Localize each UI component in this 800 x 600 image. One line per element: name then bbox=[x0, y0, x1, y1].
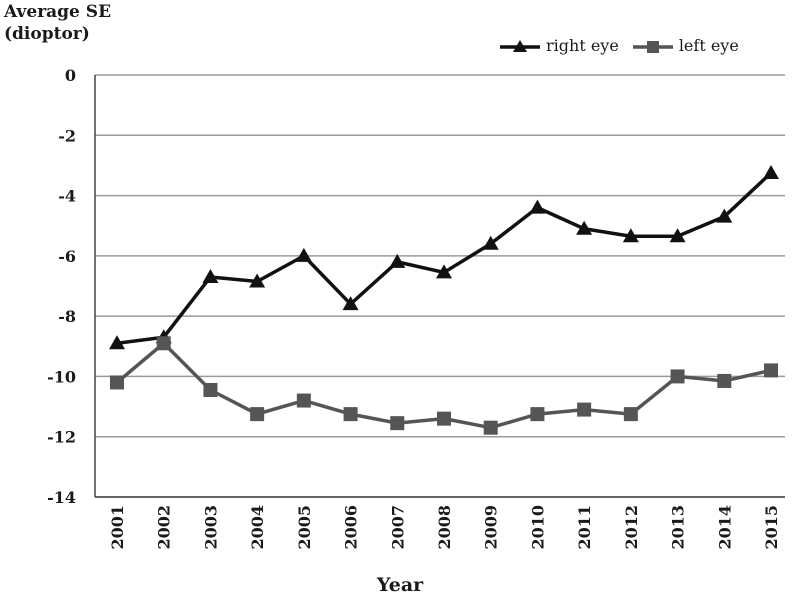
data-point-triangle bbox=[295, 247, 312, 262]
data-point-triangle bbox=[763, 164, 779, 179]
x-tick-label: 2005 bbox=[295, 505, 314, 550]
legend-item-left-eye: left eye bbox=[632, 36, 739, 55]
x-tick-label: 2009 bbox=[482, 505, 501, 550]
x-tick-label: 2011 bbox=[575, 505, 594, 550]
y-tick-label: -10 bbox=[47, 367, 76, 386]
data-point-triangle bbox=[529, 199, 546, 214]
data-point-square bbox=[483, 420, 498, 435]
x-tick-label: 2003 bbox=[201, 505, 220, 550]
data-point-triangle bbox=[576, 220, 593, 235]
x-tick-label: 2007 bbox=[388, 505, 407, 550]
data-point-triangle bbox=[249, 273, 266, 288]
data-point-triangle bbox=[436, 264, 452, 279]
data-point-square bbox=[623, 407, 638, 422]
y-tick-label: -4 bbox=[58, 187, 76, 206]
data-point-square bbox=[390, 416, 405, 431]
x-tick-label: 2001 bbox=[108, 505, 127, 550]
x-tick-label: 2015 bbox=[762, 505, 781, 550]
legend-triangle-marker-icon bbox=[500, 39, 540, 52]
data-point-triangle bbox=[622, 228, 639, 243]
chart-legend: right eye left eye bbox=[500, 36, 753, 55]
legend-label-left-eye: left eye bbox=[678, 36, 739, 55]
y-tick-label: 0 bbox=[65, 66, 76, 85]
data-point-square bbox=[156, 336, 171, 351]
legend-label-right-eye: right eye bbox=[546, 36, 619, 55]
x-tick-label: 2013 bbox=[669, 505, 688, 550]
data-point-triangle bbox=[202, 268, 219, 283]
data-point-square bbox=[296, 393, 311, 408]
y-tick-label: -14 bbox=[47, 488, 76, 507]
data-point-triangle bbox=[669, 228, 686, 243]
y-tick-label: -2 bbox=[58, 126, 76, 145]
y-tick-label: -12 bbox=[47, 428, 76, 447]
x-tick-label: 2002 bbox=[155, 505, 174, 550]
series-line-right-eye bbox=[116, 171, 773, 346]
y-axis-title-line-2: (dioptor) bbox=[4, 24, 90, 44]
legend-item-right-eye: right eye bbox=[500, 36, 619, 55]
x-tick-label: 2008 bbox=[435, 505, 454, 550]
y-tick-label: -6 bbox=[58, 247, 76, 266]
data-point-triangle bbox=[342, 296, 359, 311]
data-point-triangle bbox=[389, 253, 406, 268]
x-axis-title: Year bbox=[376, 574, 424, 596]
data-point-triangle bbox=[482, 235, 499, 250]
y-axis-title-line-1: Average SE bbox=[4, 2, 112, 22]
legend-square-marker-icon bbox=[632, 40, 673, 53]
x-tick-label: 2006 bbox=[342, 505, 361, 550]
x-tick-label: 2010 bbox=[528, 505, 547, 550]
y-tick-label: -8 bbox=[58, 307, 76, 326]
data-point-square bbox=[530, 407, 545, 422]
data-point-square bbox=[764, 363, 778, 378]
data-point-square bbox=[577, 402, 592, 417]
data-point-square bbox=[717, 373, 732, 388]
data-point-square bbox=[203, 382, 218, 397]
data-point-square bbox=[250, 407, 265, 422]
data-point-square bbox=[343, 407, 358, 422]
data-point-square bbox=[110, 375, 124, 390]
x-tick-label: 2004 bbox=[248, 505, 267, 550]
data-point-triangle bbox=[716, 208, 733, 223]
data-point-square bbox=[437, 411, 451, 426]
x-tick-label: 2012 bbox=[622, 505, 641, 550]
data-point-triangle bbox=[109, 335, 125, 350]
data-point-square bbox=[670, 369, 685, 384]
x-tick-label: 2014 bbox=[715, 505, 734, 550]
